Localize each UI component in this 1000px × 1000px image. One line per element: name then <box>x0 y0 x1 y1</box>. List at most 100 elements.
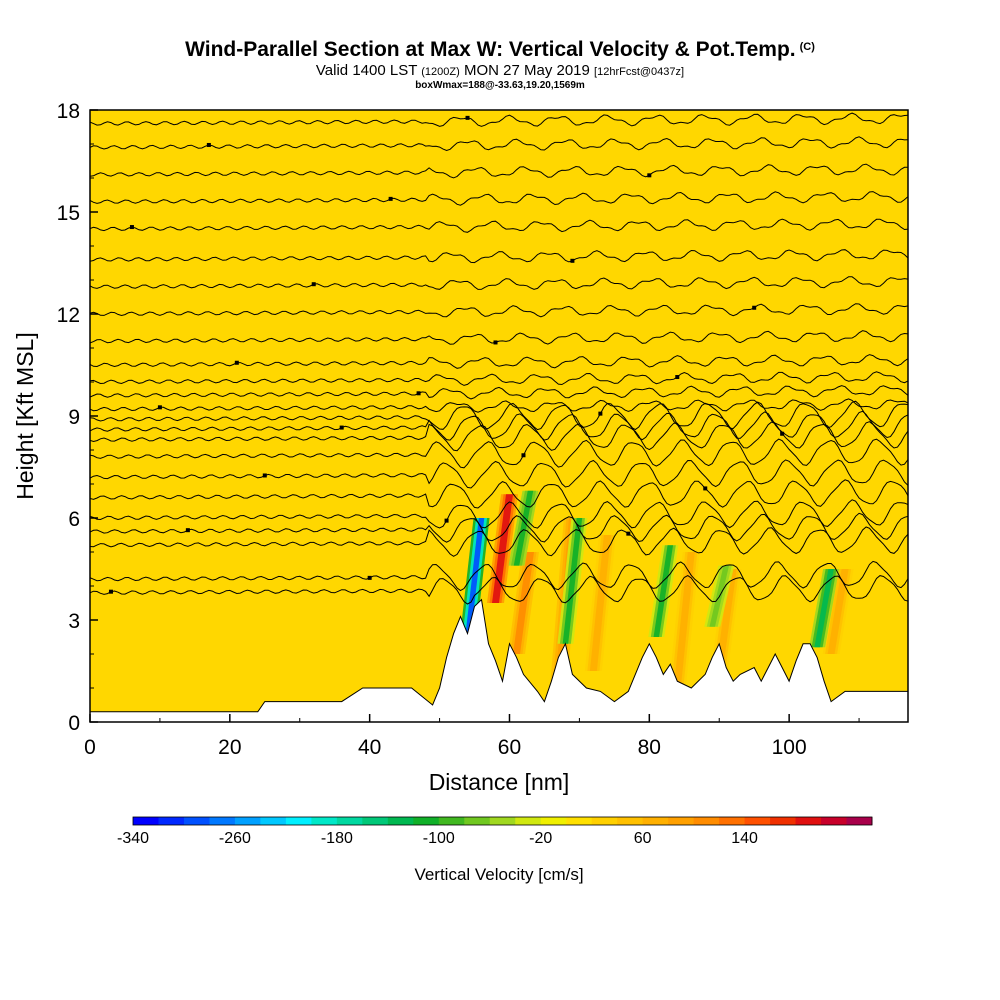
x-axis: 0 20 40 60 80 100 <box>84 714 860 759</box>
colorbar-label-4: -20 <box>529 830 552 847</box>
isentrope-label-15 <box>493 340 498 345</box>
plot-area <box>90 110 908 722</box>
isentrope-6 <box>90 459 908 489</box>
downdraft-core-3-layer-2 <box>653 545 674 637</box>
x-tick-label-5: 100 <box>772 736 807 759</box>
x-tick-label-2: 40 <box>358 736 381 759</box>
isentrope-label-12 <box>416 391 421 396</box>
colorbar-swatch-19 <box>617 817 644 825</box>
colorbar-swatch-21 <box>668 817 695 825</box>
isentrope-label-21 <box>647 173 652 178</box>
y-tick-label-1: 3 <box>68 610 80 633</box>
isentrope-label-14 <box>234 360 239 365</box>
isentrope-23 <box>90 112 908 127</box>
isentrope-label-7 <box>521 453 526 458</box>
colorbar-swatch-9 <box>362 817 389 825</box>
colorbar-label-0: -340 <box>117 830 149 847</box>
colorbar-label-2: -180 <box>321 830 353 847</box>
box-wmax-info: boxWmax=188@-33.63,19.20,1569m <box>415 80 585 91</box>
colorbar-title: Vertical Velocity [cm/s] <box>414 865 583 884</box>
y-tick-label-6: 18 <box>57 100 80 123</box>
y-tick-label-2: 6 <box>68 508 80 531</box>
x-tick-label-3: 60 <box>498 736 521 759</box>
y-tick-label-4: 12 <box>57 304 80 327</box>
isentrope-5 <box>90 479 908 509</box>
colorbar-swatch-17 <box>566 817 593 825</box>
isentrope-1 <box>90 560 908 592</box>
colorbar-swatch-7 <box>311 817 338 825</box>
colorbar-frame <box>132 816 873 826</box>
isentrope-14 <box>90 354 908 369</box>
y-axis: 0 3 6 9 12 15 18 <box>57 100 98 735</box>
x-axis-title: Distance [nm] <box>429 769 570 795</box>
y-axis-title: Height [Kft MSL] <box>12 332 38 499</box>
colorbar-swatch-24 <box>744 817 771 825</box>
x-tick-label-4: 80 <box>638 736 661 759</box>
isentrope-2 <box>90 526 908 557</box>
colorbar-swatch-22 <box>693 817 720 825</box>
isentrope-16 <box>90 303 908 318</box>
colorbar-swatch-6 <box>285 817 312 825</box>
valid-forecast: [12hrFcst@0437z] <box>594 66 685 78</box>
colorbar-label-1: -260 <box>219 830 251 847</box>
isentrope-label-16 <box>752 305 757 310</box>
isentrope-label-18 <box>570 258 575 263</box>
isentrope-17 <box>90 276 908 290</box>
valid-lst: Valid 1400 LST <box>315 62 418 79</box>
colorbar-swatch-0 <box>133 817 159 825</box>
isentrope-8 <box>90 421 908 452</box>
isentrope-12 <box>90 385 908 400</box>
downdraft-core-0-layer-2 <box>464 518 485 641</box>
isentrope-label-20 <box>388 196 393 201</box>
updraft-core-6-layer-2 <box>827 569 849 654</box>
colorbar-swatch-16 <box>540 817 567 825</box>
isentrope-3 <box>90 512 908 543</box>
updraft-core-1-layer-2 <box>512 552 534 654</box>
isentrope-19 <box>90 218 908 233</box>
downdraft-core-2-layer-2 <box>562 518 583 644</box>
colorbar-label-5: 60 <box>634 830 652 847</box>
colorbar-swatch-23 <box>719 817 746 825</box>
updraft-core-5-layer-2 <box>715 569 737 671</box>
x-tick-label-0: 0 <box>84 736 96 759</box>
y-tick-label-3: 9 <box>68 406 80 429</box>
isentrope-18 <box>90 249 908 264</box>
colorbar-swatch-14 <box>489 817 516 825</box>
colorbar-swatch-28 <box>846 817 873 825</box>
colorbar-swatch-2 <box>183 817 210 825</box>
colorbar-label-3: -100 <box>423 830 455 847</box>
colorbar-swatch-13 <box>464 817 491 825</box>
colorbar-swatch-8 <box>336 817 363 825</box>
isentrope-label-13 <box>675 375 680 380</box>
isentrope-4 <box>90 499 908 529</box>
isentrope-label-6 <box>262 473 267 478</box>
downdraft-core-5-layer-2 <box>814 569 834 648</box>
valid-time-line: Valid 1400 LST (1200Z) MON 27 May 2019 [… <box>0 63 1000 80</box>
x-tick-label-1: 20 <box>218 736 241 759</box>
isentrope-label-9 <box>339 425 344 430</box>
valid-utc: (1200Z) <box>421 66 460 78</box>
chart-title: Wind-Parallel Section at Max W: Vertical… <box>0 34 1000 63</box>
isentrope-11 <box>90 398 908 413</box>
valid-date: MON 27 May 2019 <box>463 62 590 79</box>
isentrope-label-23 <box>465 115 470 120</box>
updraft-core-4-layer-2 <box>673 552 695 688</box>
copyright-mark: (C) <box>799 41 815 53</box>
colorbar-swatch-5 <box>260 817 287 825</box>
downdraft-core-1-layer-2 <box>513 490 534 566</box>
isentrope-13 <box>90 371 908 386</box>
potential-temperature-contours <box>90 112 908 605</box>
isentrope-label-5 <box>703 486 708 491</box>
isentrope-7 <box>90 438 908 469</box>
terrain-profile <box>90 598 908 722</box>
colorbar-label-6: 140 <box>731 830 758 847</box>
colorbar-swatch-10 <box>387 817 414 825</box>
isentrope-22 <box>90 136 908 152</box>
isentrope-label-2 <box>626 531 631 536</box>
isentrope-label-8 <box>780 431 785 436</box>
colorbar-swatch-3 <box>209 817 236 825</box>
updraft-core-0-layer-2 <box>492 494 514 603</box>
isentrope-label-10 <box>598 411 603 416</box>
chart-title-text: Wind-Parallel Section at Max W: Vertical… <box>185 38 796 61</box>
